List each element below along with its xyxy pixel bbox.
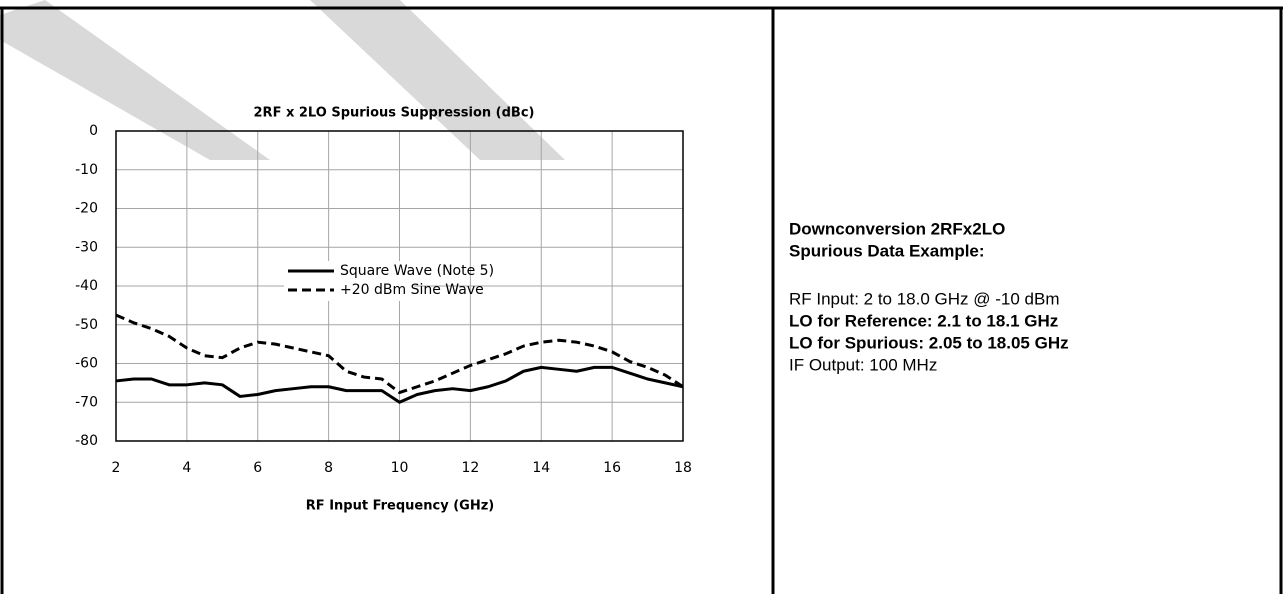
panel-line: LO for Spurious: 2.05 to 18.05 GHz [789,333,1069,352]
x-tick-label: 12 [461,460,479,476]
watermark [0,0,270,160]
panel-line: IF Output: 100 MHz [789,355,937,374]
y-tick-label: -50 [75,317,98,333]
y-tick-label: -20 [75,201,98,217]
panel-line: RF Input: 2 to 18.0 GHz @ -10 dBm [789,289,1059,308]
panel-heading: Spurious Data Example: [789,241,985,260]
y-tick-label: -80 [75,433,98,449]
x-tick-label: 8 [324,460,333,476]
legend-label: Square Wave (Note 5) [340,263,494,279]
y-tick-label: -60 [75,356,98,372]
y-tick-label: -30 [75,239,98,255]
panel-heading: Downconversion 2RFx2LO [789,219,1005,238]
x-tick-label: 16 [603,460,621,476]
plot-frame [115,130,684,442]
y-tick-label: 0 [89,123,98,139]
x-tick-label: 2 [112,460,121,476]
x-tick-label: 18 [674,460,692,476]
series-line [115,313,684,395]
x-tick-label: 4 [182,460,191,476]
x-tick-label: 10 [391,460,409,476]
chart-title: 2RF x 2LO Spurious Suppression (dBc) [254,106,535,121]
y-tick-label: -70 [75,394,98,410]
series-line [115,365,684,404]
x-tick-label: 14 [532,460,550,476]
x-axis-label: RF Input Frequency (GHz) [306,499,494,514]
y-tick-label: -40 [75,278,98,294]
x-tick-label: 6 [253,460,262,476]
legend-box [284,261,414,301]
watermark [310,0,565,160]
panel-line: LO for Reference: 2.1 to 18.1 GHz [789,311,1058,330]
y-tick-label: -10 [75,162,98,178]
legend-label: +20 dBm Sine Wave [340,282,484,298]
